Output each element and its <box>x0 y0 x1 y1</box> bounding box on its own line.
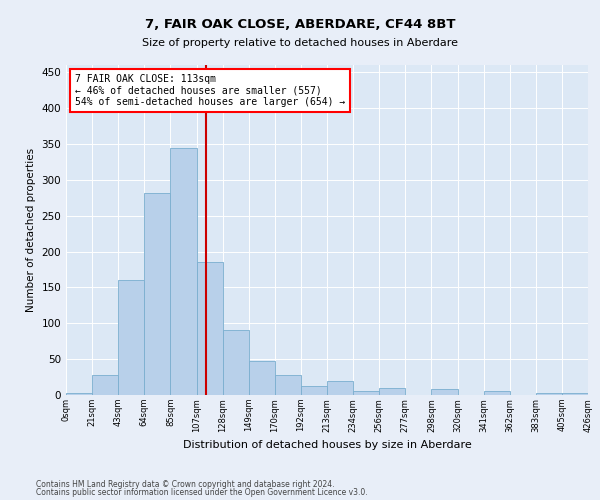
Bar <box>379 388 406 395</box>
Bar <box>170 148 197 395</box>
Text: 7, FAIR OAK CLOSE, ABERDARE, CF44 8BT: 7, FAIR OAK CLOSE, ABERDARE, CF44 8BT <box>145 18 455 30</box>
Bar <box>66 393 92 395</box>
Bar <box>223 330 249 395</box>
Y-axis label: Number of detached properties: Number of detached properties <box>26 148 36 312</box>
Bar <box>301 386 327 395</box>
Bar <box>353 392 379 395</box>
Bar <box>275 375 301 395</box>
Bar <box>249 360 275 395</box>
Bar <box>431 390 458 395</box>
Text: Contains HM Land Registry data © Crown copyright and database right 2024.: Contains HM Land Registry data © Crown c… <box>36 480 335 489</box>
Text: Size of property relative to detached houses in Aberdare: Size of property relative to detached ho… <box>142 38 458 48</box>
Bar <box>484 392 510 395</box>
Bar <box>145 192 170 395</box>
X-axis label: Distribution of detached houses by size in Aberdare: Distribution of detached houses by size … <box>182 440 472 450</box>
Text: Contains public sector information licensed under the Open Government Licence v3: Contains public sector information licen… <box>36 488 368 497</box>
Bar <box>327 380 353 395</box>
Text: 7 FAIR OAK CLOSE: 113sqm
← 46% of detached houses are smaller (557)
54% of semi-: 7 FAIR OAK CLOSE: 113sqm ← 46% of detach… <box>75 74 345 107</box>
Bar <box>197 262 223 395</box>
Bar <box>92 375 118 395</box>
Bar <box>562 393 588 395</box>
Bar <box>536 393 562 395</box>
Bar <box>118 280 145 395</box>
